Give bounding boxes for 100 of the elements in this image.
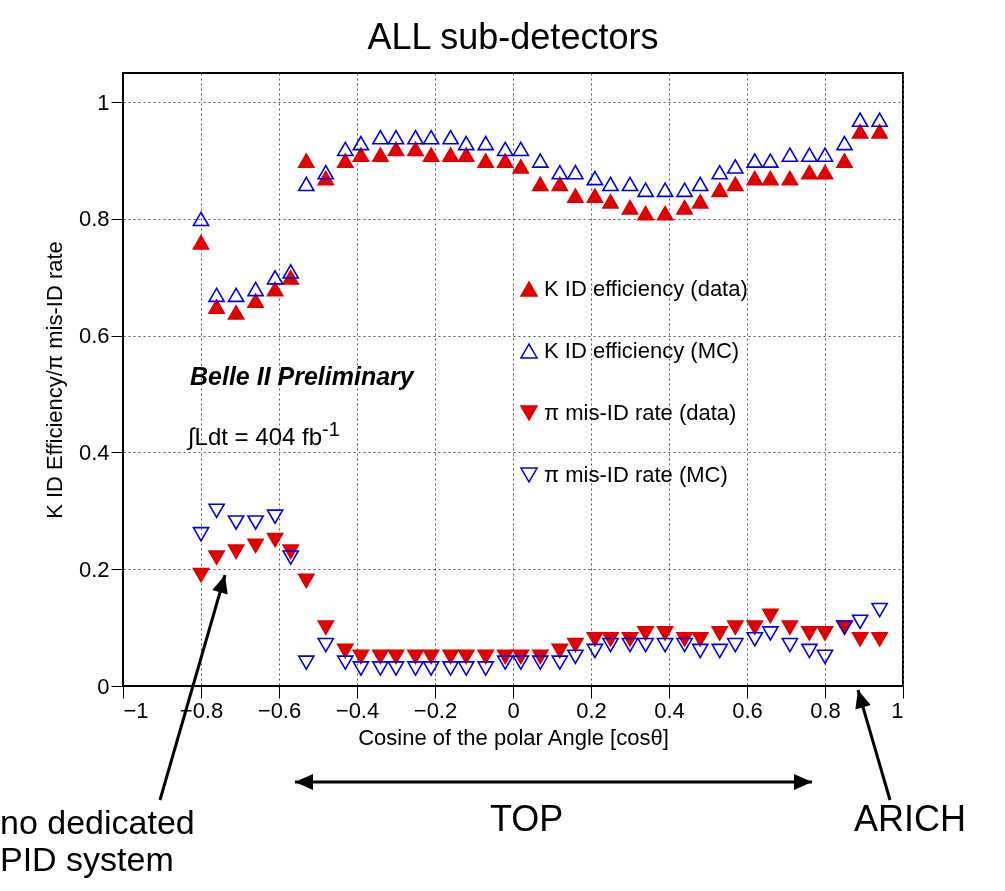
point [637,637,654,653]
point [336,153,354,168]
point [851,112,869,128]
point [442,661,459,676]
point [871,631,888,647]
point [746,620,764,635]
point [621,631,639,647]
point [656,182,674,198]
point [762,626,779,641]
point [637,626,654,641]
point [192,211,210,227]
point [266,509,284,525]
point [208,550,225,565]
point [551,643,569,659]
x-tick-label: 0 [507,697,520,723]
point [208,287,225,303]
point [496,655,514,671]
point [297,153,315,168]
point [407,661,424,676]
point [816,164,834,180]
point [531,153,549,168]
point [586,188,604,203]
x-tick-label: 0.2 [576,697,607,723]
point [711,182,729,198]
point [422,661,440,676]
point [372,649,389,665]
point [247,293,264,309]
point [387,661,405,676]
point [457,661,475,676]
point [282,264,300,279]
point [781,147,799,163]
legend-label: π mis-ID rate (data) [544,400,737,425]
point [227,287,245,303]
point [227,515,245,530]
point [816,147,834,163]
point [512,655,530,671]
point [637,182,654,198]
point [816,626,834,641]
point [656,205,674,221]
point [266,281,284,297]
point [266,269,284,285]
point [477,153,495,168]
point [336,141,354,157]
point [422,649,440,665]
point [602,194,619,209]
point [442,147,459,163]
point [637,205,654,221]
point [247,281,264,297]
x-axis-title: Cosine of the polar Angle [cosθ] [358,724,669,750]
point [602,176,619,192]
point [352,661,370,676]
point [567,188,584,203]
point [192,567,210,583]
point [477,649,495,665]
text: TOP [490,798,564,840]
point [621,199,639,215]
point [227,304,245,320]
y-tick-label: 0 [97,673,110,699]
point [586,631,604,647]
point [762,153,779,168]
x-tick-label: −0.6 [257,697,302,723]
point [602,637,619,653]
point [621,637,639,653]
point [586,170,604,186]
point [762,608,779,624]
point [676,637,693,653]
point [352,649,370,665]
point [781,620,799,635]
point [871,112,888,128]
point [711,643,729,659]
point [247,538,264,554]
point [477,661,495,676]
point [282,550,300,565]
point [726,159,744,174]
point [746,170,764,186]
point [457,135,475,151]
point [726,637,744,653]
point [336,643,354,659]
point [801,164,818,180]
y-tick-label: 1 [97,89,110,115]
point [816,649,834,665]
point [297,573,315,589]
point [387,129,405,145]
point [208,299,225,314]
point [442,129,459,145]
text: ARICH [854,798,967,840]
point [567,164,584,180]
x-tick-label: 1 [891,697,904,723]
point [336,655,354,671]
point [551,164,569,180]
point [297,176,315,192]
point [656,637,674,653]
point [801,147,818,163]
legend-label: K ID efficiency (MC) [544,338,740,363]
point [387,649,405,665]
point [602,631,619,647]
point [851,631,869,647]
point [676,199,693,215]
point [801,626,818,641]
point [407,141,424,157]
